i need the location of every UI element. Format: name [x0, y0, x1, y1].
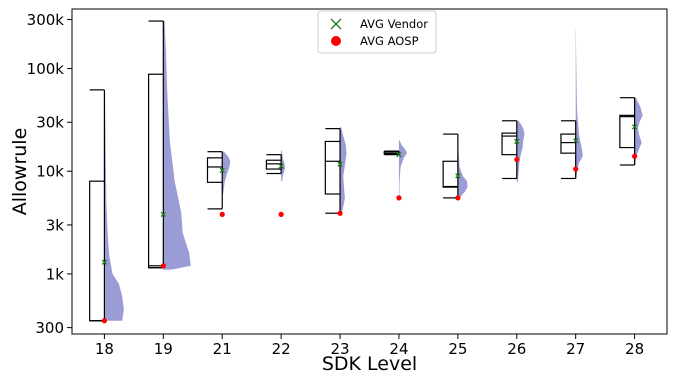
x-tick-label: 18 — [95, 340, 114, 358]
marker-layer — [101, 124, 638, 324]
x-axis-label: SDK Level — [322, 353, 417, 375]
box-18 — [89, 180, 106, 322]
legend-aosp-label: AVG AOSP — [360, 34, 419, 48]
x-tick-label: 25 — [448, 340, 467, 358]
y-axis-label: Allowrule — [9, 128, 31, 216]
box-28 — [619, 114, 636, 149]
box-27 — [560, 133, 577, 154]
x-tick-label: 27 — [566, 340, 585, 358]
y-axis: 300 1k 3k 10k 30k 100k 300k — [27, 11, 72, 337]
x-tick-label: 24 — [389, 340, 408, 358]
violin-18 — [104, 89, 124, 321]
x-tick-label: 26 — [507, 340, 526, 358]
violin-21 — [222, 151, 231, 195]
plot-frame — [71, 8, 668, 335]
legend-aosp-marker — [331, 36, 341, 46]
violin-23 — [340, 126, 347, 215]
legend-box — [317, 10, 437, 54]
avg-vendor-point-18 — [101, 259, 108, 265]
y-tick-label: 3k — [46, 216, 65, 234]
box-25 — [442, 160, 459, 188]
avg-aosp-point-18 — [101, 318, 108, 324]
violin-layer — [104, 21, 643, 321]
avg-vendor-point-19 — [160, 211, 166, 218]
avg-vendor-point-24 — [396, 152, 402, 158]
box-23 — [324, 140, 341, 195]
violin-28 — [634, 97, 643, 165]
y-tick-label: 10k — [36, 163, 64, 181]
avg-aosp-point-23 — [337, 210, 343, 216]
avg-vendor-point-22 — [278, 163, 284, 169]
avg-vendor-point-26 — [514, 138, 520, 145]
y-tick-label: 300 — [35, 319, 64, 337]
avg-aosp-point-24 — [396, 195, 402, 201]
avg-aosp-point-19 — [160, 263, 166, 269]
x-tick-label: 28 — [625, 340, 644, 358]
box-26 — [501, 132, 518, 156]
avg-aosp-point-26 — [514, 156, 520, 163]
y-tick-label: 1k — [46, 265, 65, 283]
y-tick-label: 30k — [36, 114, 64, 132]
avg-aosp-point-22 — [278, 211, 284, 217]
avg-aosp-point-25 — [455, 195, 461, 201]
legend-vendor-marker — [330, 18, 342, 30]
box-21 — [206, 157, 223, 183]
avg-aosp-point-21 — [219, 211, 225, 217]
legend: AVG Vendor AVG AOSP — [317, 10, 437, 54]
avg-vendor-point-28 — [631, 124, 638, 130]
violin-22 — [281, 150, 286, 182]
x-axis: 18 19 21 22 23 24 25 26 27 28 — [95, 334, 644, 358]
x-tick-label: 23 — [330, 340, 349, 358]
violin-24 — [398, 140, 408, 198]
box-22 — [265, 159, 282, 170]
avg-vendor-point-25 — [455, 173, 461, 179]
x-tick-label: 21 — [213, 340, 232, 358]
avg-vendor-point-21 — [219, 167, 225, 174]
y-tick-label: 300k — [27, 11, 65, 29]
x-tick-label: 22 — [272, 340, 291, 358]
violin-26 — [516, 120, 525, 183]
y-tick-label: 100k — [27, 60, 65, 78]
violin-19 — [163, 21, 191, 270]
x-tick-label: 19 — [154, 340, 173, 358]
avg-vendor-point-23 — [337, 161, 343, 167]
violin-25 — [457, 134, 468, 198]
legend-vendor-label: AVG Vendor — [360, 17, 428, 31]
avg-vendor-point-27 — [573, 138, 579, 144]
avg-aosp-point-27 — [573, 166, 579, 172]
box-19 — [147, 73, 164, 269]
violin-27 — [575, 29, 583, 179]
avg-aosp-point-28 — [631, 153, 638, 159]
